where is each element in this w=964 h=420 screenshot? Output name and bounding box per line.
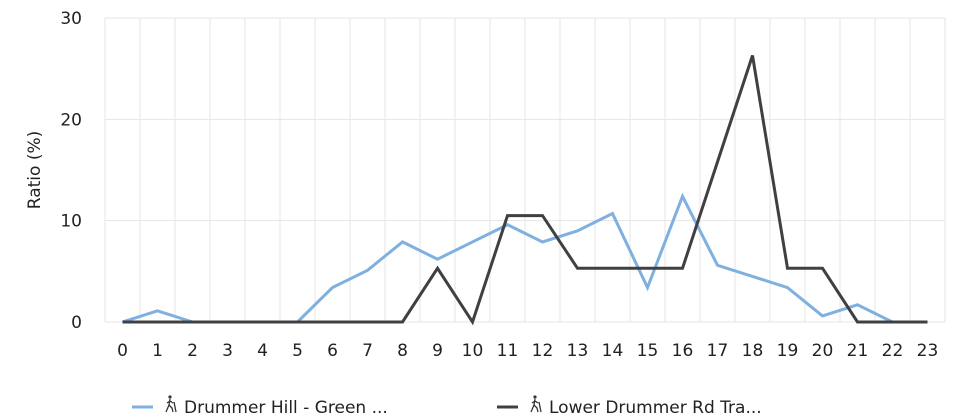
x-tick-label: 17 <box>707 341 729 361</box>
data-point[interactable] <box>786 286 790 290</box>
grid-lines <box>104 17 946 323</box>
x-tick-label: 4 <box>257 341 268 361</box>
data-point[interactable] <box>401 320 405 324</box>
data-point[interactable] <box>471 320 475 324</box>
data-point[interactable] <box>646 286 650 290</box>
y-tick-label: 30 <box>60 9 82 29</box>
y-tick-label: 20 <box>60 110 82 130</box>
x-tick-label: 12 <box>532 341 554 361</box>
data-point[interactable] <box>436 257 440 261</box>
legend-item-2[interactable]: Lower Drummer Rd Tra... <box>497 395 762 418</box>
x-tick-label: 13 <box>567 341 589 361</box>
x-tick-label: 14 <box>602 341 624 361</box>
data-point[interactable] <box>156 309 160 313</box>
data-point[interactable] <box>331 286 335 290</box>
data-point[interactable] <box>856 320 860 324</box>
x-tick-label: 7 <box>362 341 373 361</box>
x-axis-ticks: 0 1 2 3 4 5 6 7 8 9 10 11 12 13 14 15 16 17 18 19 20 21 22 23 <box>117 341 938 361</box>
data-point[interactable] <box>611 212 615 216</box>
data-point[interactable] <box>506 214 510 218</box>
y-tick-label: 10 <box>60 212 82 232</box>
data-point[interactable] <box>716 160 720 164</box>
x-tick-label: 18 <box>742 341 764 361</box>
y-axis-title: Ratio (%) <box>25 131 45 209</box>
data-point[interactable] <box>751 53 755 57</box>
y-tick-label: 0 <box>71 313 82 333</box>
data-point[interactable] <box>471 240 475 244</box>
x-tick-label: 16 <box>672 341 694 361</box>
data-point[interactable] <box>366 320 370 324</box>
data-point[interactable] <box>576 266 580 270</box>
data-point[interactable] <box>261 320 265 324</box>
data-point[interactable] <box>366 268 370 272</box>
series-2 <box>121 53 930 326</box>
data-point[interactable] <box>436 266 440 270</box>
data-point[interactable] <box>226 320 230 324</box>
data-point[interactable] <box>821 314 825 318</box>
x-tick-label: 15 <box>637 341 659 361</box>
x-tick-label: 5 <box>292 341 303 361</box>
data-point[interactable] <box>296 320 300 324</box>
y-axis-ticks: 0 10 20 30 <box>60 9 82 333</box>
hiker-icon <box>530 395 542 413</box>
x-tick-label: 19 <box>777 341 799 361</box>
data-point[interactable] <box>681 194 685 198</box>
x-tick-label: 11 <box>497 341 519 361</box>
data-point[interactable] <box>891 320 895 324</box>
x-tick-label: 20 <box>812 341 834 361</box>
x-tick-label: 23 <box>917 341 939 361</box>
data-point[interactable] <box>751 274 755 278</box>
data-point[interactable] <box>191 320 195 324</box>
legend[interactable]: Drummer Hill - Green ... Lower Drummer Rd… <box>132 395 762 418</box>
data-point[interactable] <box>681 266 685 270</box>
legend-label: Drummer Hill - Green ... <box>184 398 388 418</box>
data-point[interactable] <box>401 240 405 244</box>
x-tick-label: 2 <box>187 341 198 361</box>
data-point[interactable] <box>611 266 615 270</box>
x-tick-label: 0 <box>117 341 128 361</box>
data-point[interactable] <box>576 229 580 233</box>
data-point[interactable] <box>541 214 545 218</box>
legend-item-1[interactable]: Drummer Hill - Green ... <box>132 395 388 418</box>
x-tick-label: 6 <box>327 341 338 361</box>
data-point[interactable] <box>856 303 860 307</box>
series-lines <box>121 53 930 326</box>
data-point[interactable] <box>786 266 790 270</box>
x-tick-label: 9 <box>432 341 443 361</box>
x-tick-label: 8 <box>397 341 408 361</box>
data-point[interactable] <box>331 320 335 324</box>
x-tick-label: 10 <box>462 341 484 361</box>
data-point[interactable] <box>716 263 720 267</box>
data-point[interactable] <box>821 266 825 270</box>
data-point[interactable] <box>646 266 650 270</box>
data-point[interactable] <box>156 320 160 324</box>
x-tick-label: 21 <box>847 341 869 361</box>
data-point[interactable] <box>121 320 125 324</box>
x-tick-label: 3 <box>222 341 233 361</box>
x-tick-label: 1 <box>152 341 163 361</box>
series-line[interactable] <box>122 55 928 326</box>
legend-label: Lower Drummer Rd Tra... <box>549 398 762 418</box>
hiker-icon <box>165 395 177 413</box>
x-tick-label: 22 <box>882 341 904 361</box>
data-point[interactable] <box>926 320 930 324</box>
data-point[interactable] <box>541 240 545 244</box>
